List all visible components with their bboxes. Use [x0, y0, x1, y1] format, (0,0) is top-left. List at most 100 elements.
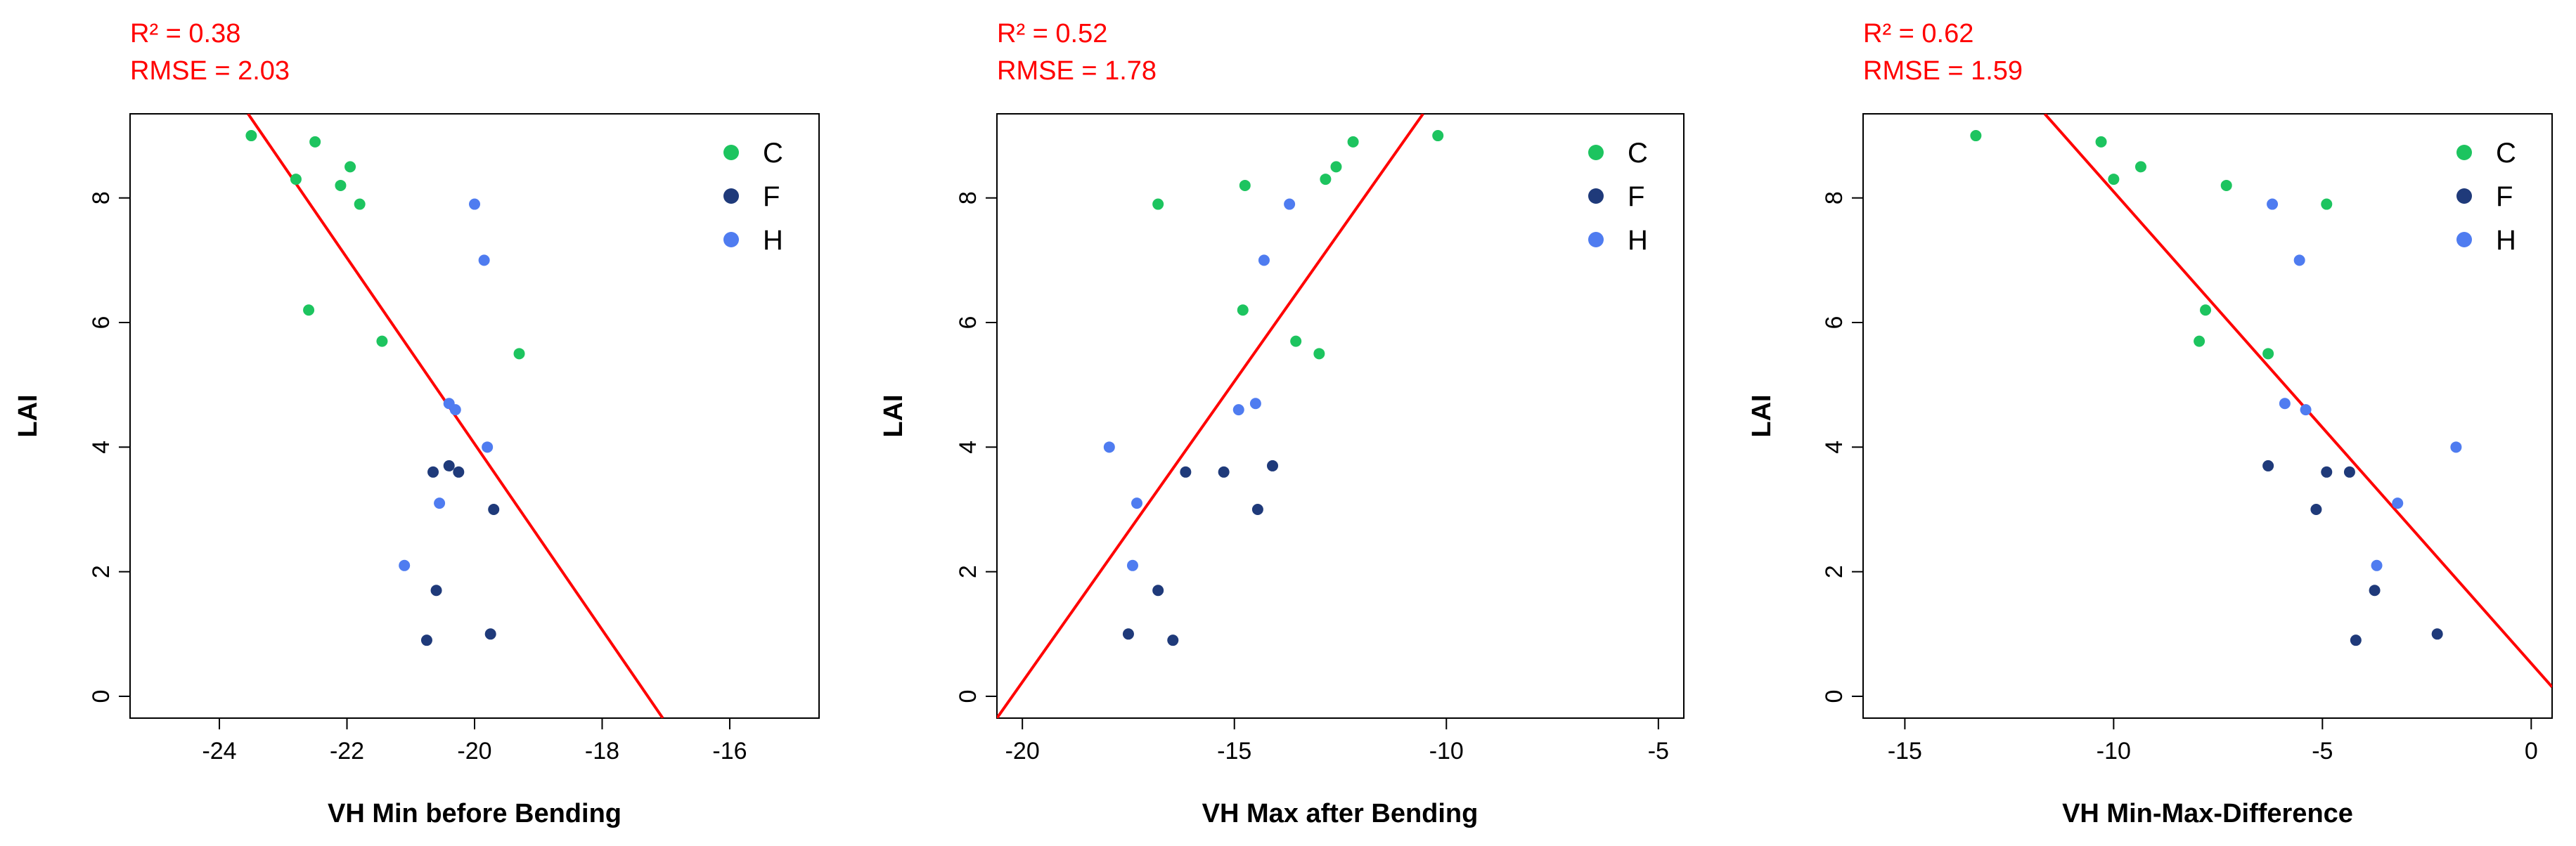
rmse-text: RMSE = 2.03	[130, 56, 290, 86]
y-tick-label: 6	[1821, 316, 1848, 330]
point-c	[2262, 348, 2274, 360]
y-tick-label: 8	[955, 191, 981, 204]
y-tick-label: 6	[88, 316, 115, 330]
point-c	[303, 304, 315, 316]
point-h	[482, 441, 494, 453]
point-f	[2321, 466, 2333, 478]
y-tick-label: 0	[955, 690, 981, 703]
point-h	[399, 559, 411, 571]
point-h	[1103, 441, 1115, 453]
r2-text: R² = 0.38	[130, 19, 240, 48]
x-tick-label: -10	[1429, 738, 1464, 764]
legend-label-f: F	[763, 181, 780, 212]
y-tick-label: 4	[1821, 441, 1848, 454]
point-h	[2293, 254, 2305, 266]
point-c	[309, 136, 321, 148]
point-f	[1152, 585, 1164, 597]
rmse-text: RMSE = 1.78	[997, 56, 1157, 86]
point-h	[1126, 559, 1138, 571]
legend-marker-h	[1588, 232, 1604, 247]
point-f	[1218, 466, 1230, 478]
point-c	[1347, 136, 1359, 148]
x-tick-label: -5	[2312, 738, 2333, 764]
y-axis-title: LAI	[879, 394, 908, 437]
point-c	[245, 130, 257, 142]
y-tick-label: 0	[88, 690, 115, 703]
x-tick-label: -10	[2097, 738, 2131, 764]
rmse-text: RMSE = 1.59	[1863, 56, 2023, 86]
point-f	[1180, 466, 1192, 478]
y-tick-label: 4	[88, 441, 115, 454]
point-c	[1313, 348, 1325, 360]
point-h	[1284, 198, 1296, 210]
point-c	[2134, 161, 2146, 173]
point-h	[2392, 497, 2404, 509]
point-h	[1131, 497, 1143, 509]
point-f	[2310, 503, 2322, 515]
point-c	[1970, 130, 1982, 142]
y-tick-label: 2	[955, 565, 981, 578]
y-tick-label: 6	[955, 316, 981, 330]
y-tick-label: 4	[955, 441, 981, 454]
r2-text: R² = 0.62	[1863, 19, 1973, 48]
point-h	[2450, 441, 2462, 453]
x-tick-label: -24	[202, 738, 236, 764]
y-axis-title: LAI	[1747, 394, 1777, 437]
point-c	[2321, 198, 2333, 210]
legend-marker-c	[2456, 145, 2472, 160]
x-axis-title: VH Max after Bending	[1202, 799, 1479, 828]
regression-line	[247, 114, 664, 718]
point-c	[1432, 130, 1444, 142]
legend-label-c: C	[1628, 138, 1648, 169]
legend-marker-h	[723, 232, 739, 247]
legend-label-c: C	[2496, 138, 2516, 169]
point-h	[2279, 398, 2291, 410]
point-c	[513, 348, 525, 360]
point-h	[469, 198, 480, 210]
point-f	[1251, 503, 1263, 515]
plot-frame	[1862, 113, 2553, 719]
plot-frame	[996, 113, 1685, 719]
legend-marker-c	[723, 145, 739, 160]
point-h	[2371, 559, 2383, 571]
point-f	[430, 585, 442, 597]
y-tick-label: 8	[1821, 191, 1848, 204]
legend-marker-f	[1588, 188, 1604, 204]
point-h	[1232, 404, 1244, 416]
point-c	[1330, 161, 1342, 173]
x-tick-label: -20	[1005, 738, 1040, 764]
legend-label-c: C	[763, 138, 783, 169]
legend-marker-f	[2456, 188, 2472, 204]
x-tick-label: -22	[330, 738, 364, 764]
point-f	[427, 466, 439, 478]
x-tick-label: -5	[1648, 738, 1669, 764]
point-c	[335, 179, 347, 191]
point-c	[376, 335, 388, 347]
legend-label-h: H	[2496, 225, 2516, 256]
point-c	[1237, 304, 1249, 316]
legend-marker-f	[723, 188, 739, 204]
point-f	[2350, 634, 2362, 646]
x-tick-label: -20	[457, 738, 491, 764]
point-f	[2431, 628, 2443, 640]
point-f	[453, 466, 465, 478]
point-h	[1249, 398, 1261, 410]
x-axis-title: VH Min before Bending	[328, 799, 622, 828]
point-h	[1258, 254, 1270, 266]
y-tick-label: 2	[88, 565, 115, 578]
legend-label-h: H	[1628, 225, 1648, 256]
r2-text: R² = 0.52	[997, 19, 1107, 48]
point-f	[484, 628, 496, 640]
point-c	[1290, 335, 1302, 347]
point-f	[488, 503, 500, 515]
x-tick-label: 0	[2525, 738, 2538, 764]
point-f	[2262, 460, 2274, 471]
x-axis-title: VH Min-Max-Difference	[2062, 799, 2353, 828]
regression-line	[997, 114, 1424, 718]
legend-marker-h	[2456, 232, 2472, 247]
point-f	[443, 460, 455, 471]
legend-label-h: H	[763, 225, 783, 256]
regression-line	[2043, 114, 2552, 688]
y-tick-label: 8	[88, 191, 115, 204]
